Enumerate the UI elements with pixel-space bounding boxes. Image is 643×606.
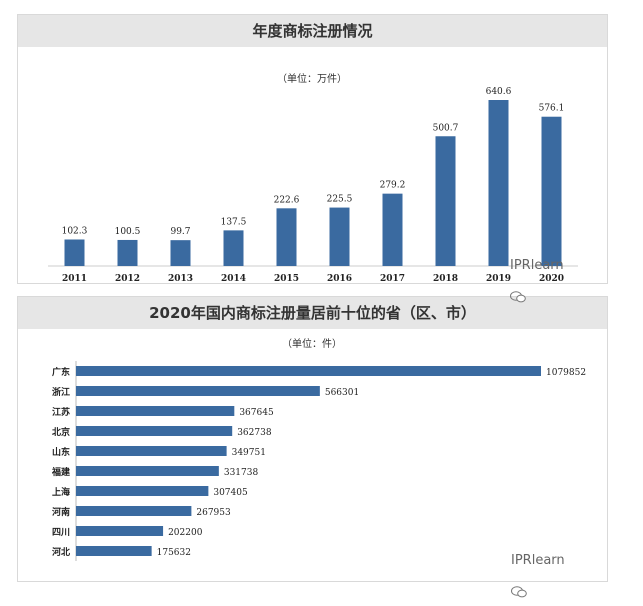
wechat-icon	[510, 291, 526, 303]
category-label: 浙江	[52, 386, 70, 398]
data-label: 267953	[196, 508, 231, 518]
watermark-top: IPRlearn	[510, 258, 564, 273]
data-label: 500.7	[433, 123, 459, 133]
bar-河南	[76, 506, 191, 516]
bar-2011	[65, 239, 85, 266]
bar-2017	[383, 194, 403, 266]
bar-广东	[76, 366, 541, 376]
data-label: 202200	[168, 528, 203, 538]
data-label: 367645	[239, 408, 274, 418]
watermark-bottom: IPRlearn	[511, 553, 565, 568]
annual-registration-panel: 年度商标注册情况 （单位：万件） 102.3 2011 100.5 2012 99.7 2…	[17, 14, 608, 284]
category-label: 四川	[52, 527, 70, 538]
category-label: 山东	[52, 446, 70, 458]
data-label: 576.1	[539, 104, 565, 114]
annual-registration-chart: （单位：万件） 102.3 2011 100.5 2012 99.7 2013 137.5 2…	[18, 48, 607, 283]
bar-2020	[542, 117, 562, 266]
bar-2018	[436, 136, 456, 266]
bar-福建	[76, 466, 219, 476]
watermark-text: IPRlearn	[510, 258, 564, 273]
data-label: 331738	[224, 468, 259, 478]
data-label: 362738	[237, 428, 272, 438]
category-label: 河南	[52, 506, 70, 518]
x-tick-label: 2011	[62, 274, 87, 283]
x-tick-label: 2012	[115, 274, 140, 283]
province-ranking-chart: （单位：件） 广东 1079852 浙江 566301 江苏 367645 北京 362738…	[18, 330, 607, 581]
bar-河北	[76, 546, 152, 556]
x-tick-label: 2014	[221, 274, 246, 283]
category-label: 北京	[52, 426, 70, 438]
watermark-text: IPRlearn	[511, 553, 565, 568]
bar-2015	[277, 208, 297, 266]
data-label: 349751	[232, 448, 266, 458]
chart1-title: 年度商标注册情况	[18, 15, 607, 47]
data-label: 102.3	[62, 226, 88, 236]
x-tick-label: 2020	[539, 274, 564, 283]
data-label: 307405	[213, 488, 248, 498]
bar-2012	[118, 240, 138, 266]
data-label: 279.2	[380, 181, 406, 191]
x-tick-label: 2017	[380, 274, 405, 283]
category-label: 福建	[51, 466, 71, 478]
category-label: 上海	[52, 486, 70, 498]
bar-2013	[171, 240, 191, 266]
bar-浙江	[76, 386, 320, 396]
bar-北京	[76, 426, 232, 436]
data-label: 175632	[157, 548, 191, 558]
x-tick-label: 2015	[274, 274, 299, 283]
bar-上海	[76, 486, 208, 496]
x-tick-label: 2018	[433, 274, 458, 283]
bar-江苏	[76, 406, 234, 416]
bar-2016	[330, 208, 350, 266]
category-label: 广东	[52, 366, 70, 378]
x-tick-label: 2016	[327, 274, 352, 283]
category-label: 江苏	[52, 406, 70, 418]
bar-四川	[76, 526, 163, 536]
data-label: 1079852	[546, 368, 586, 378]
bar-山东	[76, 446, 227, 456]
wechat-icon	[511, 586, 527, 598]
bar-2019	[489, 100, 509, 266]
province-ranking-panel: 2020年国内商标注册量居前十位的省（区、市） （单位：件） 广东1079852…	[17, 296, 608, 582]
x-tick-label: 2013	[168, 274, 193, 283]
x-tick-label: 2019	[486, 274, 511, 283]
data-label: 225.5	[327, 195, 353, 205]
chart1-unit: （单位：万件）	[277, 72, 347, 85]
bar-2014	[224, 230, 244, 266]
chart2-unit: （单位：件）	[282, 337, 342, 350]
data-label: 100.5	[115, 227, 141, 237]
data-label: 640.6	[486, 87, 512, 97]
data-label: 222.6	[274, 195, 300, 205]
data-label: 566301	[325, 388, 359, 398]
data-label: 99.7	[170, 227, 190, 237]
data-label: 137.5	[221, 217, 247, 227]
category-label: 河北	[52, 546, 70, 558]
